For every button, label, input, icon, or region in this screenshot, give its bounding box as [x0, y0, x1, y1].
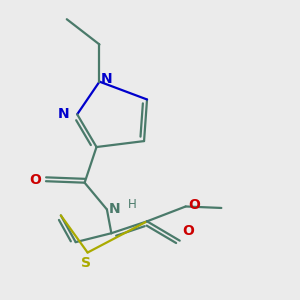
Text: N: N [58, 107, 70, 121]
Text: O: O [30, 173, 41, 187]
Text: H: H [128, 198, 137, 211]
Text: O: O [189, 198, 200, 212]
Text: N: N [101, 72, 112, 86]
Text: S: S [81, 256, 91, 269]
Text: N: N [108, 202, 120, 216]
Text: O: O [183, 224, 195, 238]
